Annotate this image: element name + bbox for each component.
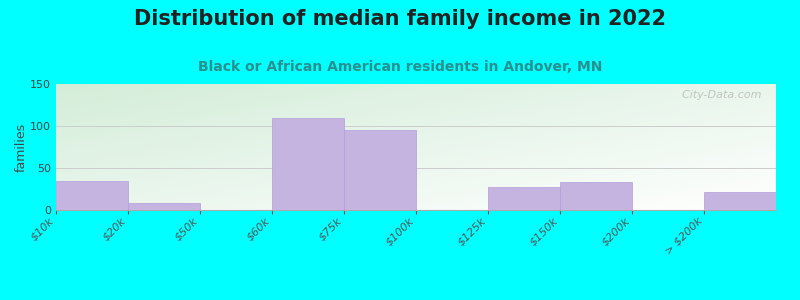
Bar <box>128 203 200 210</box>
Bar <box>488 187 560 210</box>
Bar <box>56 181 128 210</box>
Text: City-Data.com: City-Data.com <box>675 90 762 100</box>
Bar <box>272 118 344 210</box>
Bar <box>704 191 776 210</box>
Bar <box>344 130 416 210</box>
Text: Distribution of median family income in 2022: Distribution of median family income in … <box>134 9 666 29</box>
Bar <box>560 182 632 210</box>
Text: Black or African American residents in Andover, MN: Black or African American residents in A… <box>198 60 602 74</box>
Y-axis label: families: families <box>14 122 27 172</box>
